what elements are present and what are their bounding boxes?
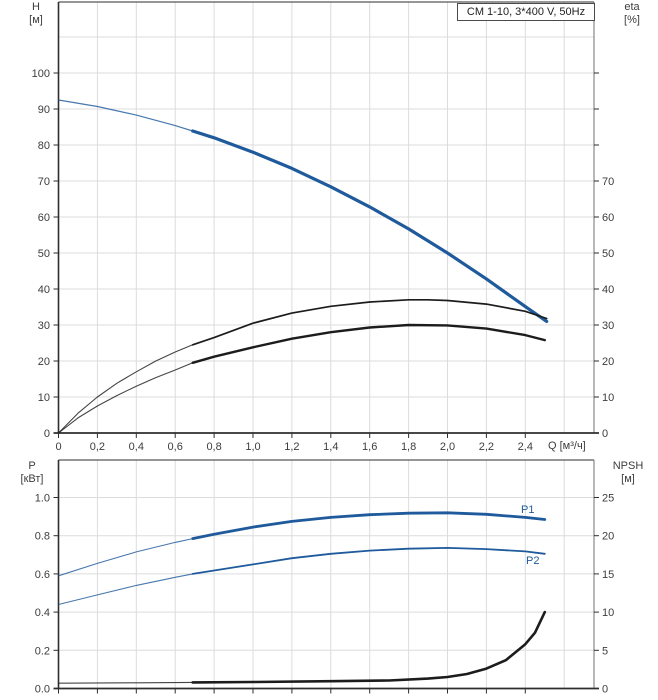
right-axis-tick-label: 10 — [602, 392, 614, 404]
left-axis-tick-label: 100 — [32, 68, 50, 80]
x-axis-tick-label: 1,4 — [323, 441, 338, 453]
right-axis-tick-label: 15 — [602, 569, 614, 581]
x-axis-tick-label: 0,2 — [90, 441, 105, 453]
left-axis-tick-label: 0.4 — [35, 607, 50, 619]
q-axis-label: Q [м³/ч] — [548, 440, 586, 452]
p2-curve-label: P2 — [526, 555, 540, 567]
right-axis-tick-label: 0 — [602, 428, 608, 440]
x-axis-tick-label: 1,6 — [362, 441, 377, 453]
p-axis-title: P [кВт] — [11, 460, 53, 486]
x-axis-tick-label: 2,4 — [518, 441, 533, 453]
p1-curve-label: P1 — [521, 504, 535, 516]
left-axis-tick-label: 0.2 — [35, 645, 50, 657]
curve-eta-pump-thin — [58, 344, 193, 434]
right-axis-tick-label: 60 — [602, 212, 614, 224]
right-axis-tick-label: 20 — [602, 356, 614, 368]
curve-eta-motor-thin — [58, 362, 193, 434]
eta-axis-unit: [%] — [624, 14, 640, 26]
curve-P2-thin — [58, 573, 193, 606]
curve-NPSH-thin — [58, 681, 193, 684]
right-axis-tick-label: 50 — [602, 248, 614, 260]
x-axis-tick-label: 2,2 — [479, 441, 494, 453]
x-axis-tick-label: 2,0 — [440, 441, 455, 453]
right-axis-tick-label: 40 — [602, 284, 614, 296]
curve-eta-pump — [191, 298, 548, 346]
curve-NPSH — [191, 610, 547, 684]
p-axis-name: P — [28, 460, 36, 472]
p-axis-unit: [кВт] — [20, 473, 44, 485]
left-axis-tick-label: 1.0 — [35, 493, 50, 505]
title-box: CM 1-10, 3*400 V, 50Hz — [457, 3, 595, 21]
curve-head-thin — [58, 99, 193, 132]
curve-P2 — [191, 547, 546, 575]
left-axis-tick-label: 80 — [38, 140, 50, 152]
right-axis-tick-label: 20 — [602, 531, 614, 543]
x-axis-tick-label: 0 — [55, 441, 61, 453]
right-axis-tick-label: 25 — [602, 493, 614, 505]
x-axis-tick-label: 0,8 — [206, 441, 221, 453]
left-axis-tick-label: 40 — [38, 284, 50, 296]
left-axis-tick-label: 0 — [44, 428, 50, 440]
x-axis-tick-label: 1,2 — [284, 441, 299, 453]
eta-axis-name: eta — [624, 1, 640, 13]
right-axis-tick-label: 70 — [602, 176, 614, 188]
curve-eta-motor — [191, 323, 546, 364]
curve-P1-thin — [58, 538, 193, 577]
npsh-axis-name: NPSH — [612, 460, 644, 472]
x-axis-tick-label: 0,4 — [129, 441, 144, 453]
x-axis-tick-label: 1,0 — [245, 441, 260, 453]
left-axis-tick-label: 20 — [38, 356, 50, 368]
curve-head — [191, 129, 549, 323]
x-axis-tick-label: 1,8 — [401, 441, 416, 453]
curve-P1 — [191, 511, 547, 540]
h-axis-name: H — [32, 1, 40, 13]
h-axis-unit: [м] — [29, 14, 43, 26]
right-axis-tick-label: 5 — [602, 645, 608, 657]
npsh-axis-unit: [м] — [621, 473, 635, 485]
npsh-axis-title: NPSH [м] — [604, 460, 652, 486]
left-axis-tick-label: 10 — [38, 392, 50, 404]
right-axis-tick-label: 30 — [602, 320, 614, 332]
eta-axis-title: eta [%] — [612, 1, 652, 27]
left-axis-tick-label: 30 — [38, 320, 50, 332]
left-axis-tick-label: 0.8 — [35, 531, 50, 543]
right-axis-tick-label: 10 — [602, 607, 614, 619]
left-axis-tick-label: 0.0 — [35, 684, 50, 696]
x-axis-tick-label: 0,6 — [168, 441, 183, 453]
left-axis-tick-label: 50 — [38, 248, 50, 260]
left-axis-tick-label: 90 — [38, 104, 50, 116]
left-axis-tick-label: 0.6 — [35, 569, 50, 581]
left-axis-tick-label: 60 — [38, 212, 50, 224]
left-axis-tick-label: 70 — [38, 176, 50, 188]
h-axis-title: H [м] — [20, 1, 52, 27]
right-axis-tick-label: 0 — [602, 684, 608, 696]
